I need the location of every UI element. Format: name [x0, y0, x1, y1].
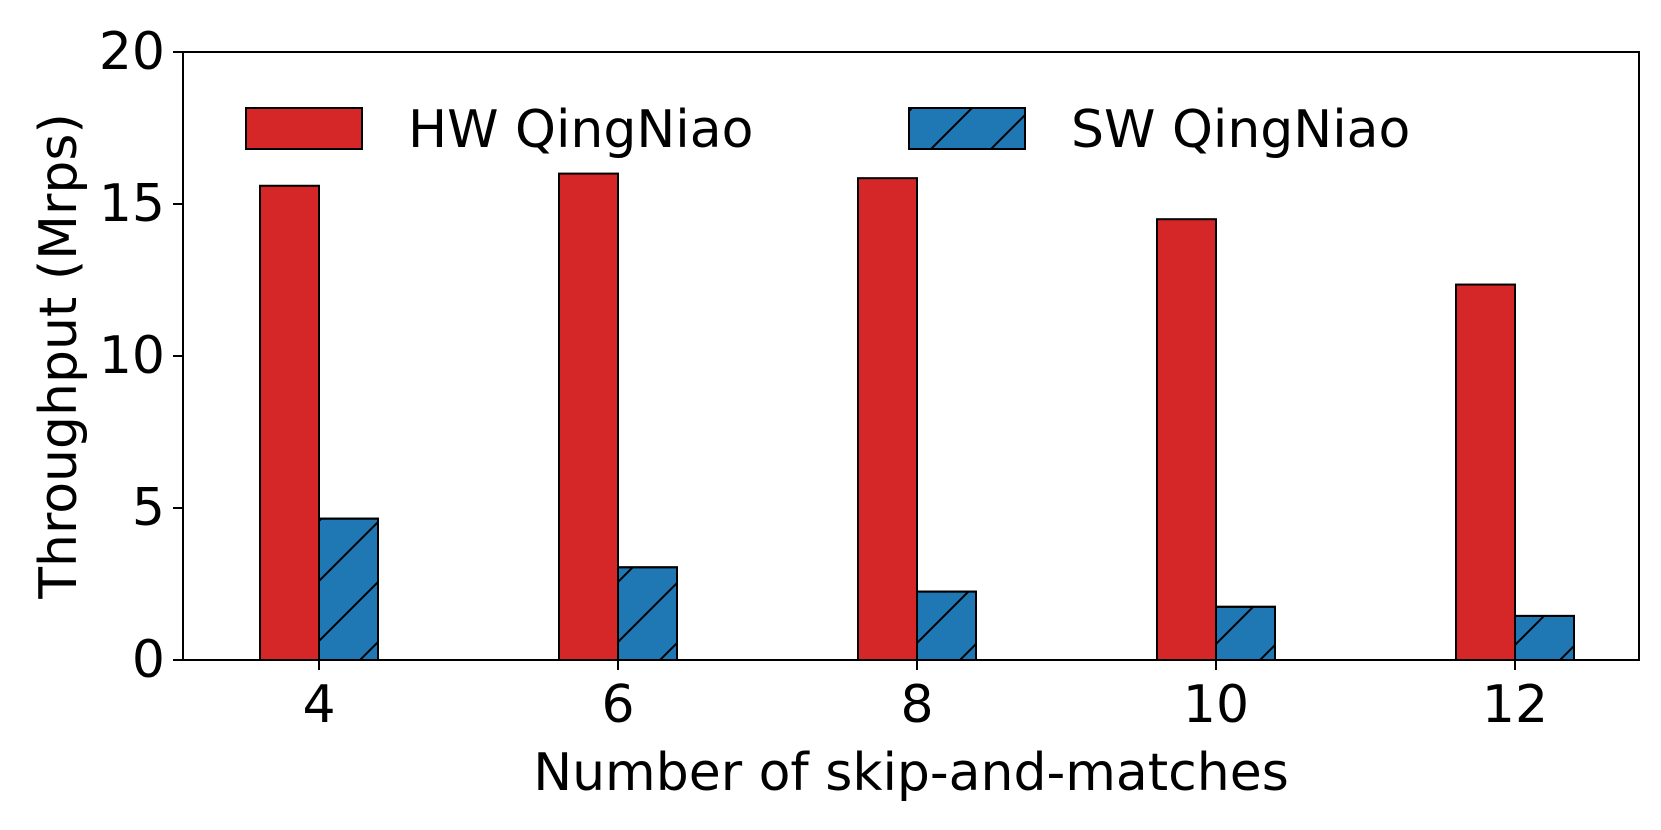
- legend: HW QingNiao SW QingNiao: [245, 100, 1410, 160]
- y-tick-label: 10: [99, 326, 165, 386]
- legend-label: HW QingNiao: [408, 100, 753, 160]
- bar-hatch-10: [1215, 605, 1276, 661]
- x-tick-label: 10: [1183, 675, 1249, 735]
- bar-hw-12: [1455, 283, 1516, 661]
- bar-hatch-6: [617, 566, 678, 662]
- x-tick-label: 12: [1482, 675, 1548, 735]
- y-tick-label: 20: [99, 22, 165, 82]
- y-tick-label: 5: [132, 478, 165, 538]
- y-tick-label: 15: [99, 174, 165, 234]
- x-tick-label: 4: [302, 675, 335, 735]
- x-axis: 4 6 8 10 12: [302, 660, 1548, 735]
- plot-area: [182, 51, 1640, 662]
- legend-swatch-hw: [245, 107, 363, 150]
- bar-hw-8: [857, 177, 918, 661]
- y-axis-label: Throughput (Mrps): [29, 113, 89, 600]
- y-tick-label: 0: [132, 630, 165, 690]
- bar-hw-4: [259, 184, 320, 661]
- legend-swatch-hatch: [908, 107, 1026, 150]
- bar-hatch-8: [916, 590, 977, 661]
- x-tick-label: 8: [900, 675, 933, 735]
- x-axis-label: Number of skip-and-matches: [533, 743, 1289, 803]
- bars-group: [259, 172, 1575, 662]
- legend-label: SW QingNiao: [1071, 100, 1410, 160]
- bar-hw-10: [1156, 218, 1217, 661]
- bar-hatch-4: [318, 517, 379, 662]
- x-tick-label: 6: [601, 675, 634, 735]
- bar-hw-6: [558, 172, 619, 661]
- bar-hatch-12: [1514, 614, 1575, 661]
- y-axis: 0 5 10 15 20: [99, 22, 183, 690]
